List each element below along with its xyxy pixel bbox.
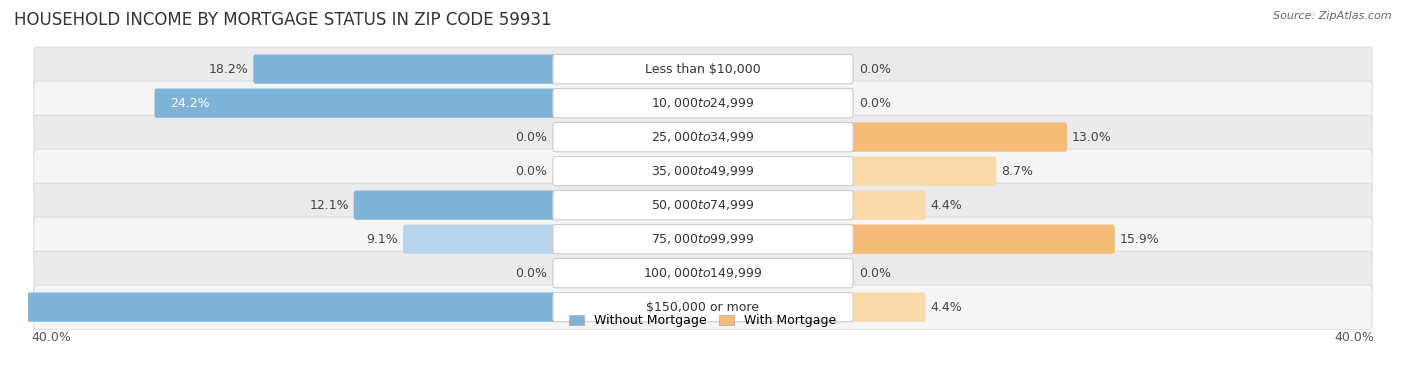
FancyBboxPatch shape	[155, 88, 557, 118]
FancyBboxPatch shape	[553, 259, 853, 288]
Text: Source: ZipAtlas.com: Source: ZipAtlas.com	[1274, 11, 1392, 21]
FancyBboxPatch shape	[553, 122, 853, 152]
Text: 4.4%: 4.4%	[931, 301, 962, 314]
Text: $50,000 to $74,999: $50,000 to $74,999	[651, 198, 755, 212]
Text: $10,000 to $24,999: $10,000 to $24,999	[651, 96, 755, 110]
FancyBboxPatch shape	[849, 293, 925, 322]
FancyBboxPatch shape	[34, 183, 1372, 227]
Text: $35,000 to $49,999: $35,000 to $49,999	[651, 164, 755, 178]
FancyBboxPatch shape	[34, 217, 1372, 261]
Text: $25,000 to $34,999: $25,000 to $34,999	[651, 130, 755, 144]
FancyBboxPatch shape	[849, 156, 997, 186]
FancyBboxPatch shape	[354, 191, 557, 220]
Text: 0.0%: 0.0%	[515, 165, 547, 178]
FancyBboxPatch shape	[849, 225, 1115, 254]
Text: 24.2%: 24.2%	[170, 97, 209, 110]
FancyBboxPatch shape	[34, 251, 1372, 295]
FancyBboxPatch shape	[849, 191, 925, 220]
Text: $100,000 to $149,999: $100,000 to $149,999	[644, 266, 762, 280]
Text: 0.0%: 0.0%	[859, 63, 891, 76]
Text: 40.0%: 40.0%	[1334, 331, 1375, 344]
FancyBboxPatch shape	[0, 293, 557, 322]
Text: 15.9%: 15.9%	[1119, 232, 1159, 246]
Text: Less than $10,000: Less than $10,000	[645, 63, 761, 76]
FancyBboxPatch shape	[34, 81, 1372, 125]
Text: 4.4%: 4.4%	[931, 199, 962, 212]
Text: $75,000 to $99,999: $75,000 to $99,999	[651, 232, 755, 246]
Text: 12.1%: 12.1%	[309, 199, 349, 212]
FancyBboxPatch shape	[553, 191, 853, 220]
FancyBboxPatch shape	[34, 149, 1372, 193]
FancyBboxPatch shape	[553, 54, 853, 84]
FancyBboxPatch shape	[253, 54, 557, 84]
FancyBboxPatch shape	[553, 88, 853, 118]
Text: 0.0%: 0.0%	[859, 266, 891, 280]
Text: 36.4%: 36.4%	[0, 301, 8, 314]
FancyBboxPatch shape	[34, 47, 1372, 91]
FancyBboxPatch shape	[34, 115, 1372, 159]
FancyBboxPatch shape	[849, 122, 1067, 152]
FancyBboxPatch shape	[34, 285, 1372, 329]
Text: 13.0%: 13.0%	[1071, 131, 1112, 144]
Text: $150,000 or more: $150,000 or more	[647, 301, 759, 314]
FancyBboxPatch shape	[553, 156, 853, 186]
FancyBboxPatch shape	[553, 225, 853, 254]
Text: 0.0%: 0.0%	[515, 131, 547, 144]
Text: HOUSEHOLD INCOME BY MORTGAGE STATUS IN ZIP CODE 59931: HOUSEHOLD INCOME BY MORTGAGE STATUS IN Z…	[14, 11, 551, 29]
FancyBboxPatch shape	[553, 293, 853, 322]
Text: 0.0%: 0.0%	[859, 97, 891, 110]
Text: 8.7%: 8.7%	[1001, 165, 1033, 178]
FancyBboxPatch shape	[404, 225, 557, 254]
Text: 18.2%: 18.2%	[209, 63, 249, 76]
Text: 0.0%: 0.0%	[515, 266, 547, 280]
Legend: Without Mortgage, With Mortgage: Without Mortgage, With Mortgage	[564, 309, 842, 332]
Text: 9.1%: 9.1%	[367, 232, 398, 246]
Text: 40.0%: 40.0%	[31, 331, 72, 344]
